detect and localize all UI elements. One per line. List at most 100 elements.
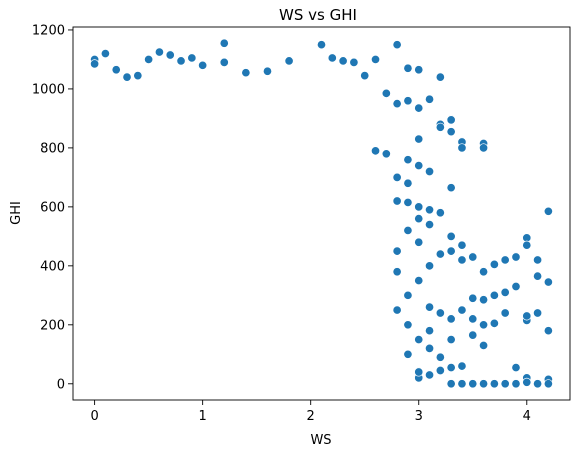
data-point: [327, 53, 337, 63]
data-point: [122, 72, 132, 82]
data-point: [457, 305, 467, 315]
data-point: [414, 334, 424, 345]
data-point: [403, 320, 413, 330]
data-point: [435, 208, 445, 218]
data-point: [435, 352, 445, 362]
data-points: [90, 38, 553, 389]
x-tick-label: 1: [199, 409, 207, 424]
data-point: [446, 246, 456, 256]
data-point: [479, 267, 489, 277]
data-point: [370, 54, 381, 64]
data-point: [511, 363, 521, 373]
data-point: [403, 178, 413, 188]
data-point: [543, 206, 553, 216]
data-point: [262, 66, 273, 76]
data-point: [349, 57, 359, 67]
data-point: [403, 155, 413, 165]
x-tick-label: 2: [307, 409, 315, 424]
data-point: [468, 252, 478, 262]
data-point: [468, 330, 478, 340]
data-point: [533, 271, 543, 281]
data-point: [176, 56, 186, 66]
data-point: [198, 60, 208, 70]
data-point: [381, 88, 391, 98]
data-point: [543, 326, 553, 336]
data-point: [435, 365, 445, 376]
data-point: [338, 56, 348, 66]
data-point: [403, 96, 413, 106]
data-point: [392, 196, 402, 206]
data-point: [414, 202, 424, 212]
data-point: [533, 255, 543, 265]
data-point: [511, 252, 521, 262]
data-point: [414, 237, 424, 247]
data-point: [446, 379, 456, 389]
data-point: [414, 367, 424, 377]
y-axis-ticks: 0 200 400 600 800 1000 1200: [32, 23, 73, 392]
data-point: [219, 38, 229, 48]
data-point: [435, 72, 445, 82]
data-point: [424, 261, 435, 271]
data-point: [403, 225, 413, 235]
data-point: [414, 161, 424, 171]
data-point: [144, 54, 154, 64]
data-point: [479, 340, 489, 350]
data-point: [284, 56, 294, 66]
data-point: [424, 343, 435, 353]
data-point: [360, 71, 370, 81]
data-point: [392, 267, 402, 277]
data-point: [435, 308, 445, 318]
data-point: [500, 287, 510, 297]
data-point: [468, 314, 478, 324]
data-point: [435, 249, 445, 259]
data-point: [457, 255, 467, 265]
data-point: [479, 295, 489, 305]
data-point: [533, 379, 543, 389]
data-point: [424, 94, 435, 104]
data-point: [392, 99, 402, 109]
data-point: [424, 220, 435, 230]
data-point: [457, 143, 467, 153]
data-point: [403, 197, 413, 207]
data-point: [446, 231, 456, 241]
data-point: [414, 276, 424, 286]
y-tick-label: 600: [40, 200, 65, 215]
data-point: [533, 308, 543, 318]
x-tick-label: 3: [415, 409, 423, 424]
data-point: [424, 370, 435, 380]
y-tick-label: 800: [40, 141, 65, 156]
data-point: [446, 363, 456, 373]
data-point: [511, 281, 521, 292]
x-axis-label: WS: [310, 433, 331, 448]
data-point: [316, 40, 327, 50]
y-tick-label: 0: [57, 377, 65, 392]
data-point: [133, 71, 143, 81]
y-tick-label: 1200: [32, 23, 65, 38]
data-point: [414, 214, 424, 224]
data-point: [403, 349, 413, 359]
data-point: [392, 40, 402, 50]
data-point: [90, 59, 100, 69]
data-point: [457, 379, 467, 389]
data-point: [424, 166, 435, 177]
data-point: [479, 379, 489, 389]
chart-title: WS vs GHI: [279, 6, 357, 24]
x-axis-ticks: 0 1 2 3 4: [90, 400, 531, 424]
data-point: [468, 293, 478, 303]
x-tick-label: 0: [90, 409, 98, 424]
data-point: [165, 50, 175, 60]
data-point: [154, 47, 164, 57]
data-point: [457, 361, 467, 371]
data-point: [424, 205, 435, 215]
data-point: [446, 334, 456, 345]
data-point: [446, 127, 456, 137]
data-point: [500, 379, 510, 389]
data-point: [392, 246, 402, 256]
data-point: [403, 290, 413, 300]
data-point: [446, 314, 456, 324]
data-point: [468, 379, 478, 389]
data-point: [100, 48, 110, 59]
data-point: [543, 379, 553, 389]
data-point: [522, 311, 532, 321]
